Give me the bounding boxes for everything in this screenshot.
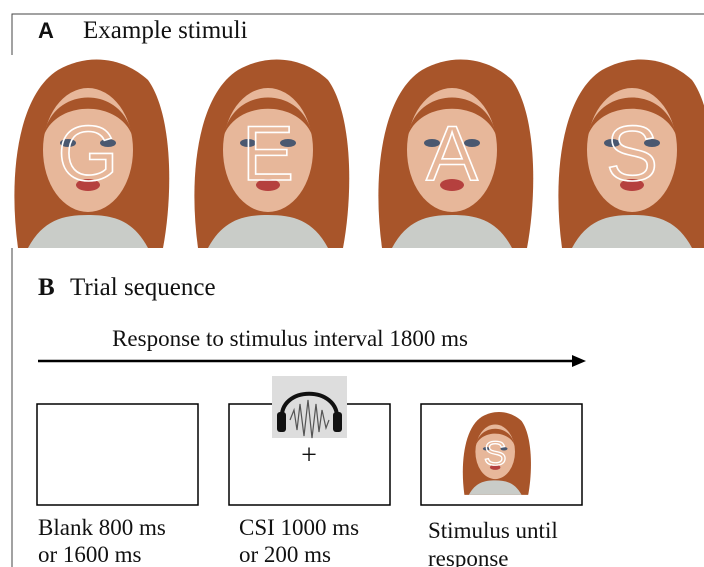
stimulus-letter: A xyxy=(426,109,478,197)
fixation-cross: + xyxy=(301,440,317,471)
stimulus-letter: S xyxy=(484,435,507,473)
stimulus-letter: G xyxy=(58,109,119,197)
arrow-head xyxy=(572,355,586,367)
screen-caption: or 200 ms xyxy=(239,542,331,567)
interval-label: Response to stimulus interval 1800 ms xyxy=(112,326,468,351)
panel-title: Example stimuli xyxy=(83,17,248,44)
face-image: A xyxy=(372,55,534,248)
screen-caption: Stimulus until xyxy=(428,518,558,543)
face-image: E xyxy=(188,55,350,248)
screen-caption: response xyxy=(428,546,508,567)
panel-label: A xyxy=(38,18,54,43)
screen-caption: CSI 1000 ms xyxy=(239,515,359,540)
screen-caption: or 1600 ms xyxy=(38,542,142,567)
face-image: S xyxy=(552,55,704,248)
frame xyxy=(11,13,704,567)
screen-caption: Blank 800 ms xyxy=(38,515,166,540)
stimulus-letter: S xyxy=(606,109,658,197)
face-image: G xyxy=(8,55,170,248)
panel-title: Trial sequence xyxy=(70,274,216,301)
headphone-icon xyxy=(272,376,347,439)
screen-box xyxy=(36,403,199,506)
face-image: S xyxy=(460,410,531,495)
screen-box xyxy=(420,403,583,506)
stimulus-letter: E xyxy=(242,109,294,197)
panel-label: B xyxy=(38,274,55,301)
